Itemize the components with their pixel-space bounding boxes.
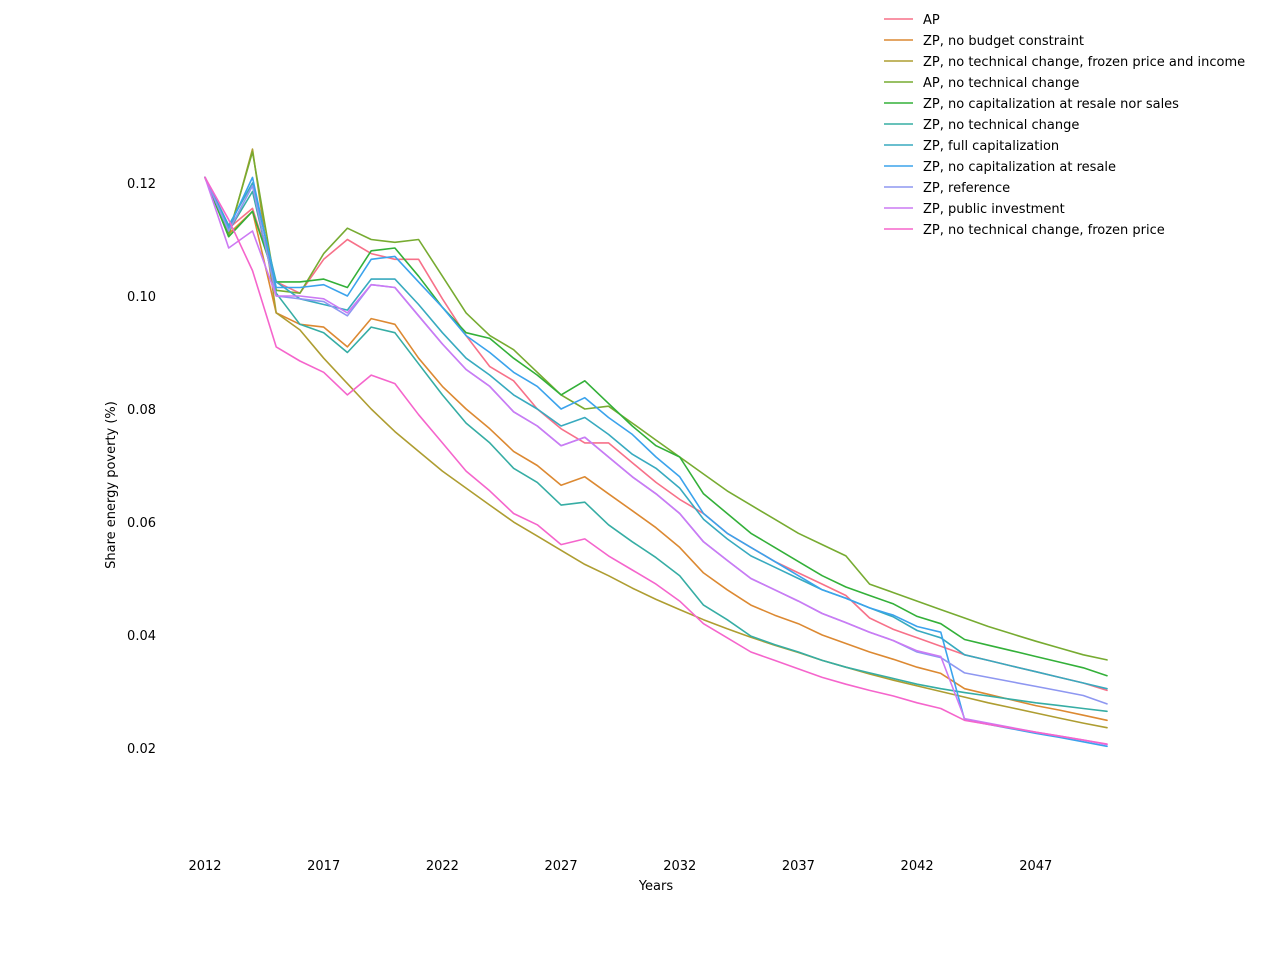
y-tick-label: 0.06 [127, 516, 156, 531]
y-tick-label: 0.02 [127, 742, 156, 757]
series-line-5 [204, 176, 1108, 677]
series-line-4 [204, 151, 1108, 661]
y-axis-title: Share energy poverty (%) [104, 401, 119, 569]
x-axis-title: Years [638, 879, 674, 894]
y-axis-ticks: 0.02 0.04 0.06 0.08 0.10 0.12 [127, 177, 156, 757]
x-tick-label: 2037 [782, 859, 815, 874]
x-tick-label: 2047 [1019, 859, 1052, 874]
x-tick-label: 2022 [426, 859, 459, 874]
series-lines [204, 148, 1108, 748]
legend-label: AP [923, 13, 940, 28]
legend-label: ZP, no technical change, frozen price [923, 223, 1165, 238]
legend-label: ZP, no budget constraint [923, 34, 1084, 49]
x-tick-label: 2027 [545, 859, 578, 874]
legend-label: ZP, public investment [923, 202, 1065, 217]
legend-label: AP, no technical change [923, 76, 1079, 91]
legend-label: ZP, no capitalization at resale [923, 160, 1116, 175]
series-line-8 [204, 176, 1108, 748]
series-line-7 [204, 176, 1108, 690]
x-axis-ticks: 2012 2017 2022 2027 2032 2037 2042 2047 [188, 859, 1052, 874]
legend-label: ZP, reference [923, 181, 1010, 196]
x-tick-label: 2012 [188, 859, 221, 874]
y-tick-label: 0.08 [127, 403, 156, 418]
x-tick-label: 2042 [901, 859, 934, 874]
legend-label: ZP, no technical change [923, 118, 1079, 133]
y-tick-label: 0.04 [127, 629, 156, 644]
series-line-2 [204, 176, 1108, 722]
series-line-10 [204, 176, 1108, 746]
series-line-1 [204, 176, 1108, 692]
series-line-3 [204, 148, 1108, 729]
x-tick-label: 2032 [663, 859, 696, 874]
legend-label: ZP, no technical change, frozen price an… [923, 55, 1245, 70]
legend: AP ZP, no budget constraint ZP, no technic… [884, 13, 1245, 238]
legend-label: ZP, no capitalization at resale nor sale… [923, 97, 1179, 112]
series-line-11 [204, 176, 1108, 745]
y-tick-label: 0.10 [127, 290, 156, 305]
legend-label: ZP, full capitalization [923, 139, 1059, 154]
series-line-6 [204, 176, 1108, 713]
x-tick-label: 2017 [307, 859, 340, 874]
y-tick-label: 0.12 [127, 177, 156, 192]
